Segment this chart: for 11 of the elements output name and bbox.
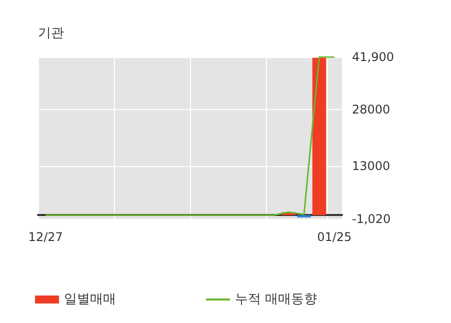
y-tick-label: -1,020 bbox=[352, 212, 391, 226]
line-series bbox=[44, 56, 336, 216]
x-tick-label: 12/27 bbox=[28, 230, 63, 244]
legend-label: 일별매매 bbox=[64, 292, 116, 307]
bar bbox=[312, 58, 326, 216]
x-tick-label: 01/25 bbox=[317, 230, 352, 244]
y-tick-label: 13000 bbox=[352, 159, 390, 174]
legend-label: 누적 매매동향 bbox=[235, 292, 318, 307]
chart-title: 기관 bbox=[38, 26, 64, 41]
y-tick-label: 41,900 bbox=[352, 50, 394, 64]
y-tick-label: 28000 bbox=[352, 102, 390, 116]
